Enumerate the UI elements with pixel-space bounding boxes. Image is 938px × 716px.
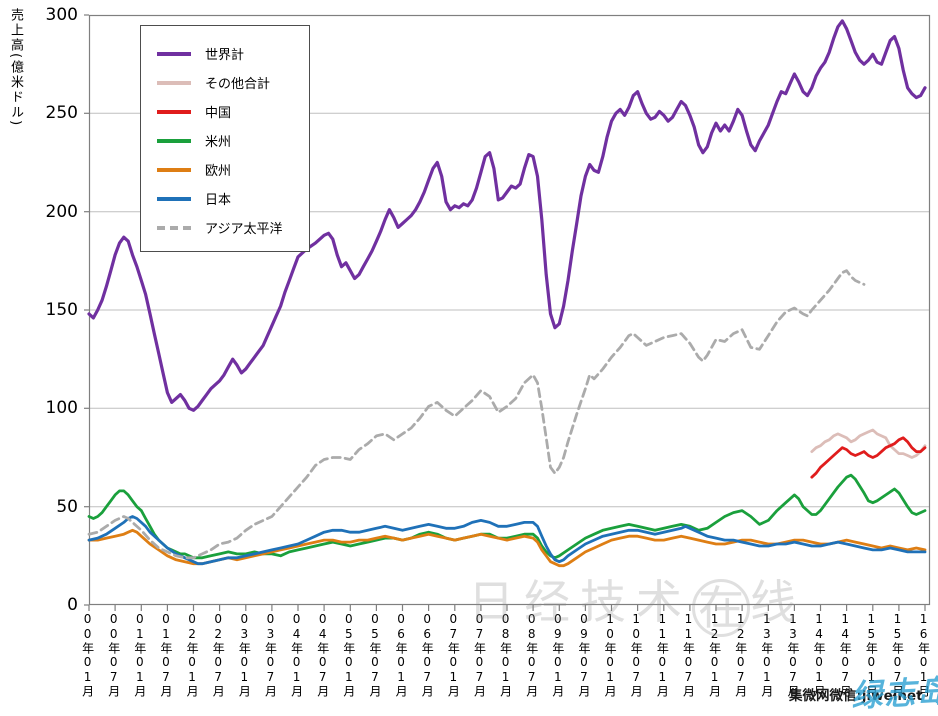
x-tick-label: 06年07月 bbox=[420, 612, 435, 698]
x-tick-label: 06年01月 bbox=[394, 612, 409, 698]
series-line-その他合計 bbox=[810, 428, 927, 459]
series-line-米州 bbox=[87, 473, 927, 560]
watermark-text-prefix: 日经技术 bbox=[468, 575, 692, 629]
y-tick-label: 200 bbox=[45, 201, 78, 222]
site-watermark: 日经技术在线 bbox=[468, 566, 806, 637]
series-line-日本 bbox=[87, 515, 927, 566]
legend-label: 米州 bbox=[205, 135, 232, 150]
y-tick-label: 300 bbox=[45, 5, 78, 25]
x-tick-label: 09年01月 bbox=[550, 612, 565, 698]
legend-swatch bbox=[157, 80, 191, 85]
x-tick-label: 08年01月 bbox=[498, 612, 513, 698]
legend-item-世界計: 世界計 bbox=[157, 39, 309, 68]
x-tick-label: 13年07月 bbox=[785, 612, 800, 698]
series-line-世界計 bbox=[87, 19, 927, 412]
x-tick-label: 10年07月 bbox=[629, 612, 644, 698]
legend-box: 世界計その他合計中国米州欧州日本アジア太平洋 bbox=[140, 25, 310, 252]
x-tick-label: 11年07月 bbox=[681, 612, 696, 698]
legend-item-その他合計: その他合計 bbox=[157, 68, 309, 97]
legend-item-日本: 日本 bbox=[157, 184, 309, 213]
y-tick-label: 150 bbox=[45, 300, 78, 320]
x-tick-label: 00年07月 bbox=[106, 612, 121, 698]
x-tick-label: 10年01月 bbox=[603, 612, 618, 698]
y-axis-title: 売上高(億米ドル) bbox=[8, 8, 23, 128]
legend-label: アジア太平洋 bbox=[205, 222, 283, 237]
x-tick-label: 16年01月 bbox=[916, 612, 931, 698]
legend-label: 欧州 bbox=[205, 164, 232, 179]
x-tick-label: 15年07月 bbox=[890, 612, 905, 698]
x-tick-label: 09年07月 bbox=[576, 612, 591, 698]
x-tick-label: 14年07月 bbox=[838, 612, 853, 698]
x-tick-label: 01年07月 bbox=[158, 612, 173, 698]
jiweinet-watermark: 集微网微信:jiweinet bbox=[789, 688, 923, 704]
legend-label: その他合計 bbox=[205, 77, 271, 92]
x-tick-label: 03年01月 bbox=[237, 612, 252, 698]
legend-swatch bbox=[157, 167, 191, 172]
legend-swatch bbox=[157, 225, 191, 230]
legend-item-米州: 米州 bbox=[157, 126, 309, 155]
x-tick-label: 04年07月 bbox=[315, 612, 330, 698]
watermark-circled-char: 在 bbox=[692, 579, 750, 637]
x-tick-label: 14年01月 bbox=[812, 612, 827, 698]
cyan-signature-watermark: 绿志岛 bbox=[850, 673, 938, 715]
legend-item-中国: 中国 bbox=[157, 97, 309, 126]
legend-label: 中国 bbox=[205, 106, 232, 121]
x-tick-label: 07年01月 bbox=[446, 612, 461, 698]
legend-swatch bbox=[157, 196, 191, 201]
x-tick-label: 01年01月 bbox=[132, 612, 147, 698]
plot-frame bbox=[88, 14, 931, 606]
watermark-text-suffix: 线 bbox=[750, 575, 806, 629]
plot-area bbox=[84, 14, 931, 611]
x-tick-label: 05年01月 bbox=[341, 612, 356, 698]
legend-item-欧州: 欧州 bbox=[157, 155, 309, 184]
x-tick-label: 13年01月 bbox=[759, 612, 774, 698]
y-tick-label: 100 bbox=[45, 398, 78, 419]
legend-label: 世界計 bbox=[205, 48, 245, 63]
y-tick-label: 250 bbox=[45, 103, 78, 124]
plot-canvas bbox=[84, 14, 931, 611]
legend-item-アジア太平洋: アジア太平洋 bbox=[157, 213, 309, 242]
x-tick-label: 02年01月 bbox=[185, 612, 200, 698]
x-tick-label: 08年07月 bbox=[524, 612, 539, 698]
x-tick-label: 02年07月 bbox=[211, 612, 226, 698]
x-tick-label: 07年07月 bbox=[472, 612, 487, 698]
legend-swatch bbox=[157, 138, 191, 143]
x-tick-label: 15年01月 bbox=[864, 612, 879, 698]
x-tick-label: 05年07月 bbox=[367, 612, 382, 698]
y-tick-label: 0 bbox=[67, 595, 78, 615]
x-tick-label: 11年01月 bbox=[655, 612, 670, 698]
legend-swatch bbox=[157, 51, 191, 56]
x-tick-label: 03年07月 bbox=[263, 612, 278, 698]
legend-label: 日本 bbox=[205, 193, 232, 208]
y-tick-label: 50 bbox=[56, 496, 78, 517]
series-line-中国 bbox=[810, 436, 927, 479]
x-tick-label: 00年01月 bbox=[80, 612, 95, 698]
series-line-アジア太平洋 bbox=[87, 269, 866, 560]
x-tick-label: 04年01月 bbox=[289, 612, 304, 698]
legend-swatch bbox=[157, 109, 191, 114]
